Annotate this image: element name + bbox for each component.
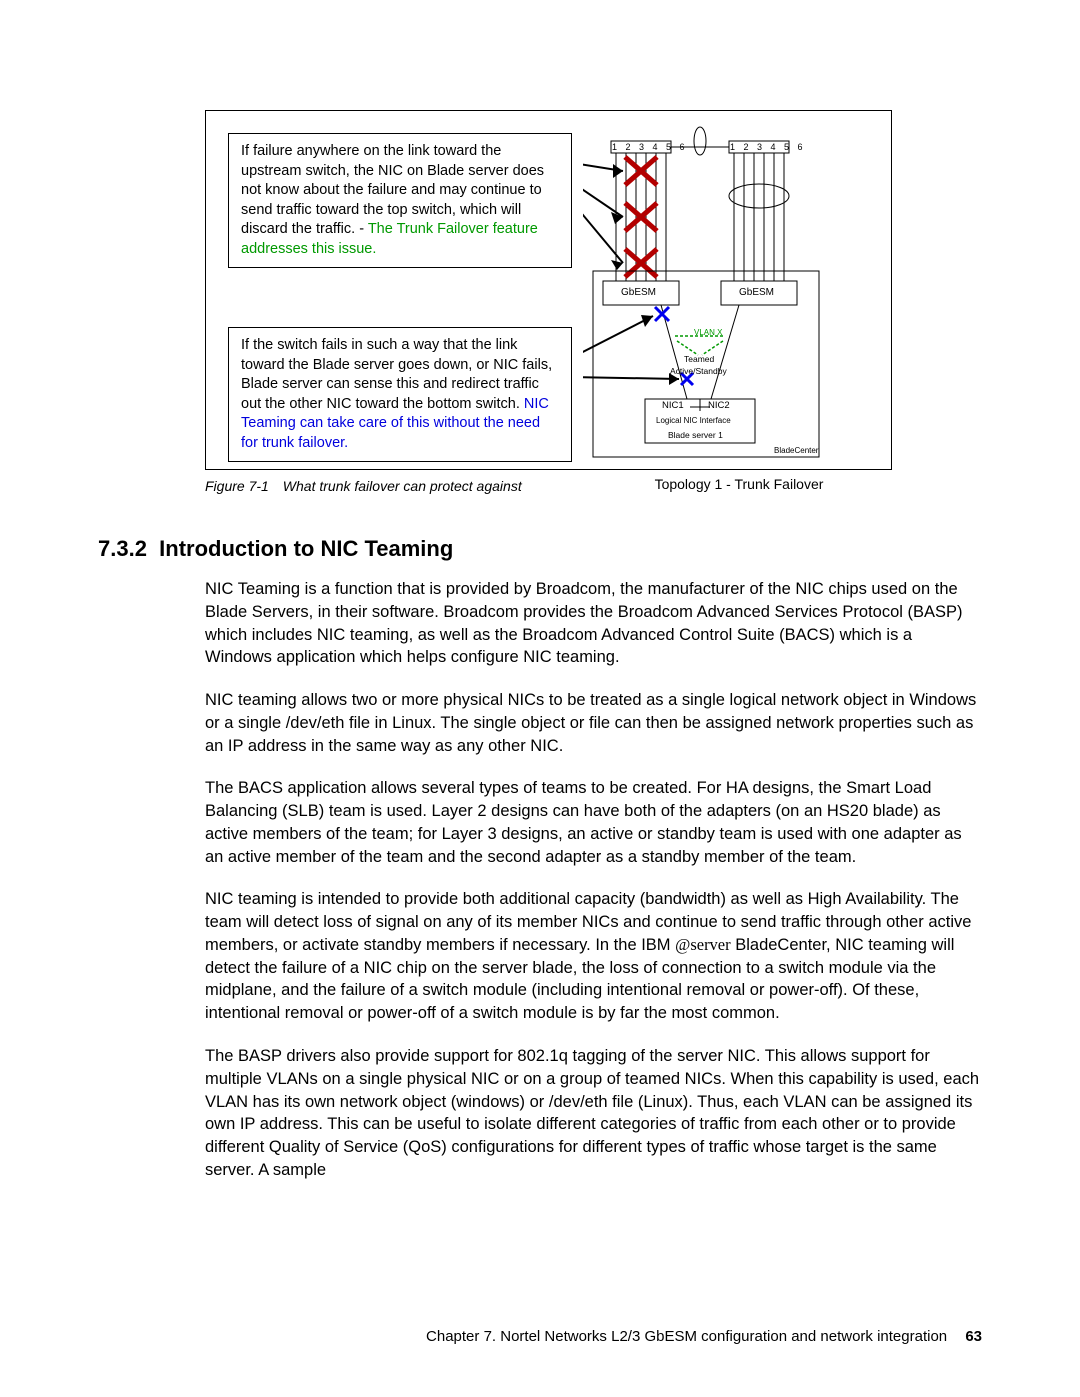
vlan-label: VLAN X xyxy=(694,329,722,338)
teamed-label: Teamed xyxy=(684,355,714,364)
paragraph-4: NIC teaming is intended to provide both … xyxy=(205,888,982,1025)
section-number: 7.3.2 xyxy=(98,536,147,561)
figure-container: If failure anywhere on the link toward t… xyxy=(205,110,892,470)
section-heading: 7.3.2 Introduction to NIC Teaming xyxy=(98,536,982,562)
activestandby-label: Active/Standby xyxy=(670,367,727,376)
section-title: Introduction to NIC Teaming xyxy=(159,536,453,561)
topology-label: Topology 1 - Trunk Failover xyxy=(614,477,864,492)
footer-chapter: Chapter 7. Nortel Networks L2/3 GbESM co… xyxy=(426,1328,947,1345)
logical-label: Logical NIC Interface xyxy=(656,417,731,426)
nic1-label: NIC1 xyxy=(662,401,684,411)
callout-2-text: If the switch fails in such a way that t… xyxy=(241,337,552,412)
eserver-glyph: @server xyxy=(675,935,731,954)
paragraph-1: NIC Teaming is a function that is provid… xyxy=(205,578,982,669)
page-footer: Chapter 7. Nortel Networks L2/3 GbESM co… xyxy=(426,1328,982,1345)
ports-label-2: 1 2 3 4 5 6 xyxy=(730,143,806,153)
blade-label: Blade server 1 xyxy=(668,431,723,440)
callout-2: If the switch fails in such a way that t… xyxy=(228,327,572,462)
figure-caption: Figure 7-1 What trunk failover can prote… xyxy=(205,478,982,494)
callout-1: If failure anywhere on the link toward t… xyxy=(228,133,572,268)
gbesm-2: GbESM xyxy=(739,287,774,298)
footer-page: 63 xyxy=(965,1328,982,1345)
paragraph-2: NIC teaming allows two or more physical … xyxy=(205,689,982,757)
ports-label-1: 1 2 3 4 5 6 xyxy=(612,143,688,153)
gbesm-1: GbESM xyxy=(621,287,656,298)
bladecenter-label: BladeCenter xyxy=(774,447,818,456)
paragraph-3: The BACS application allows several type… xyxy=(205,777,982,868)
paragraph-5: The BASP drivers also provide support fo… xyxy=(205,1045,982,1182)
nic2-label: NIC2 xyxy=(708,401,730,411)
